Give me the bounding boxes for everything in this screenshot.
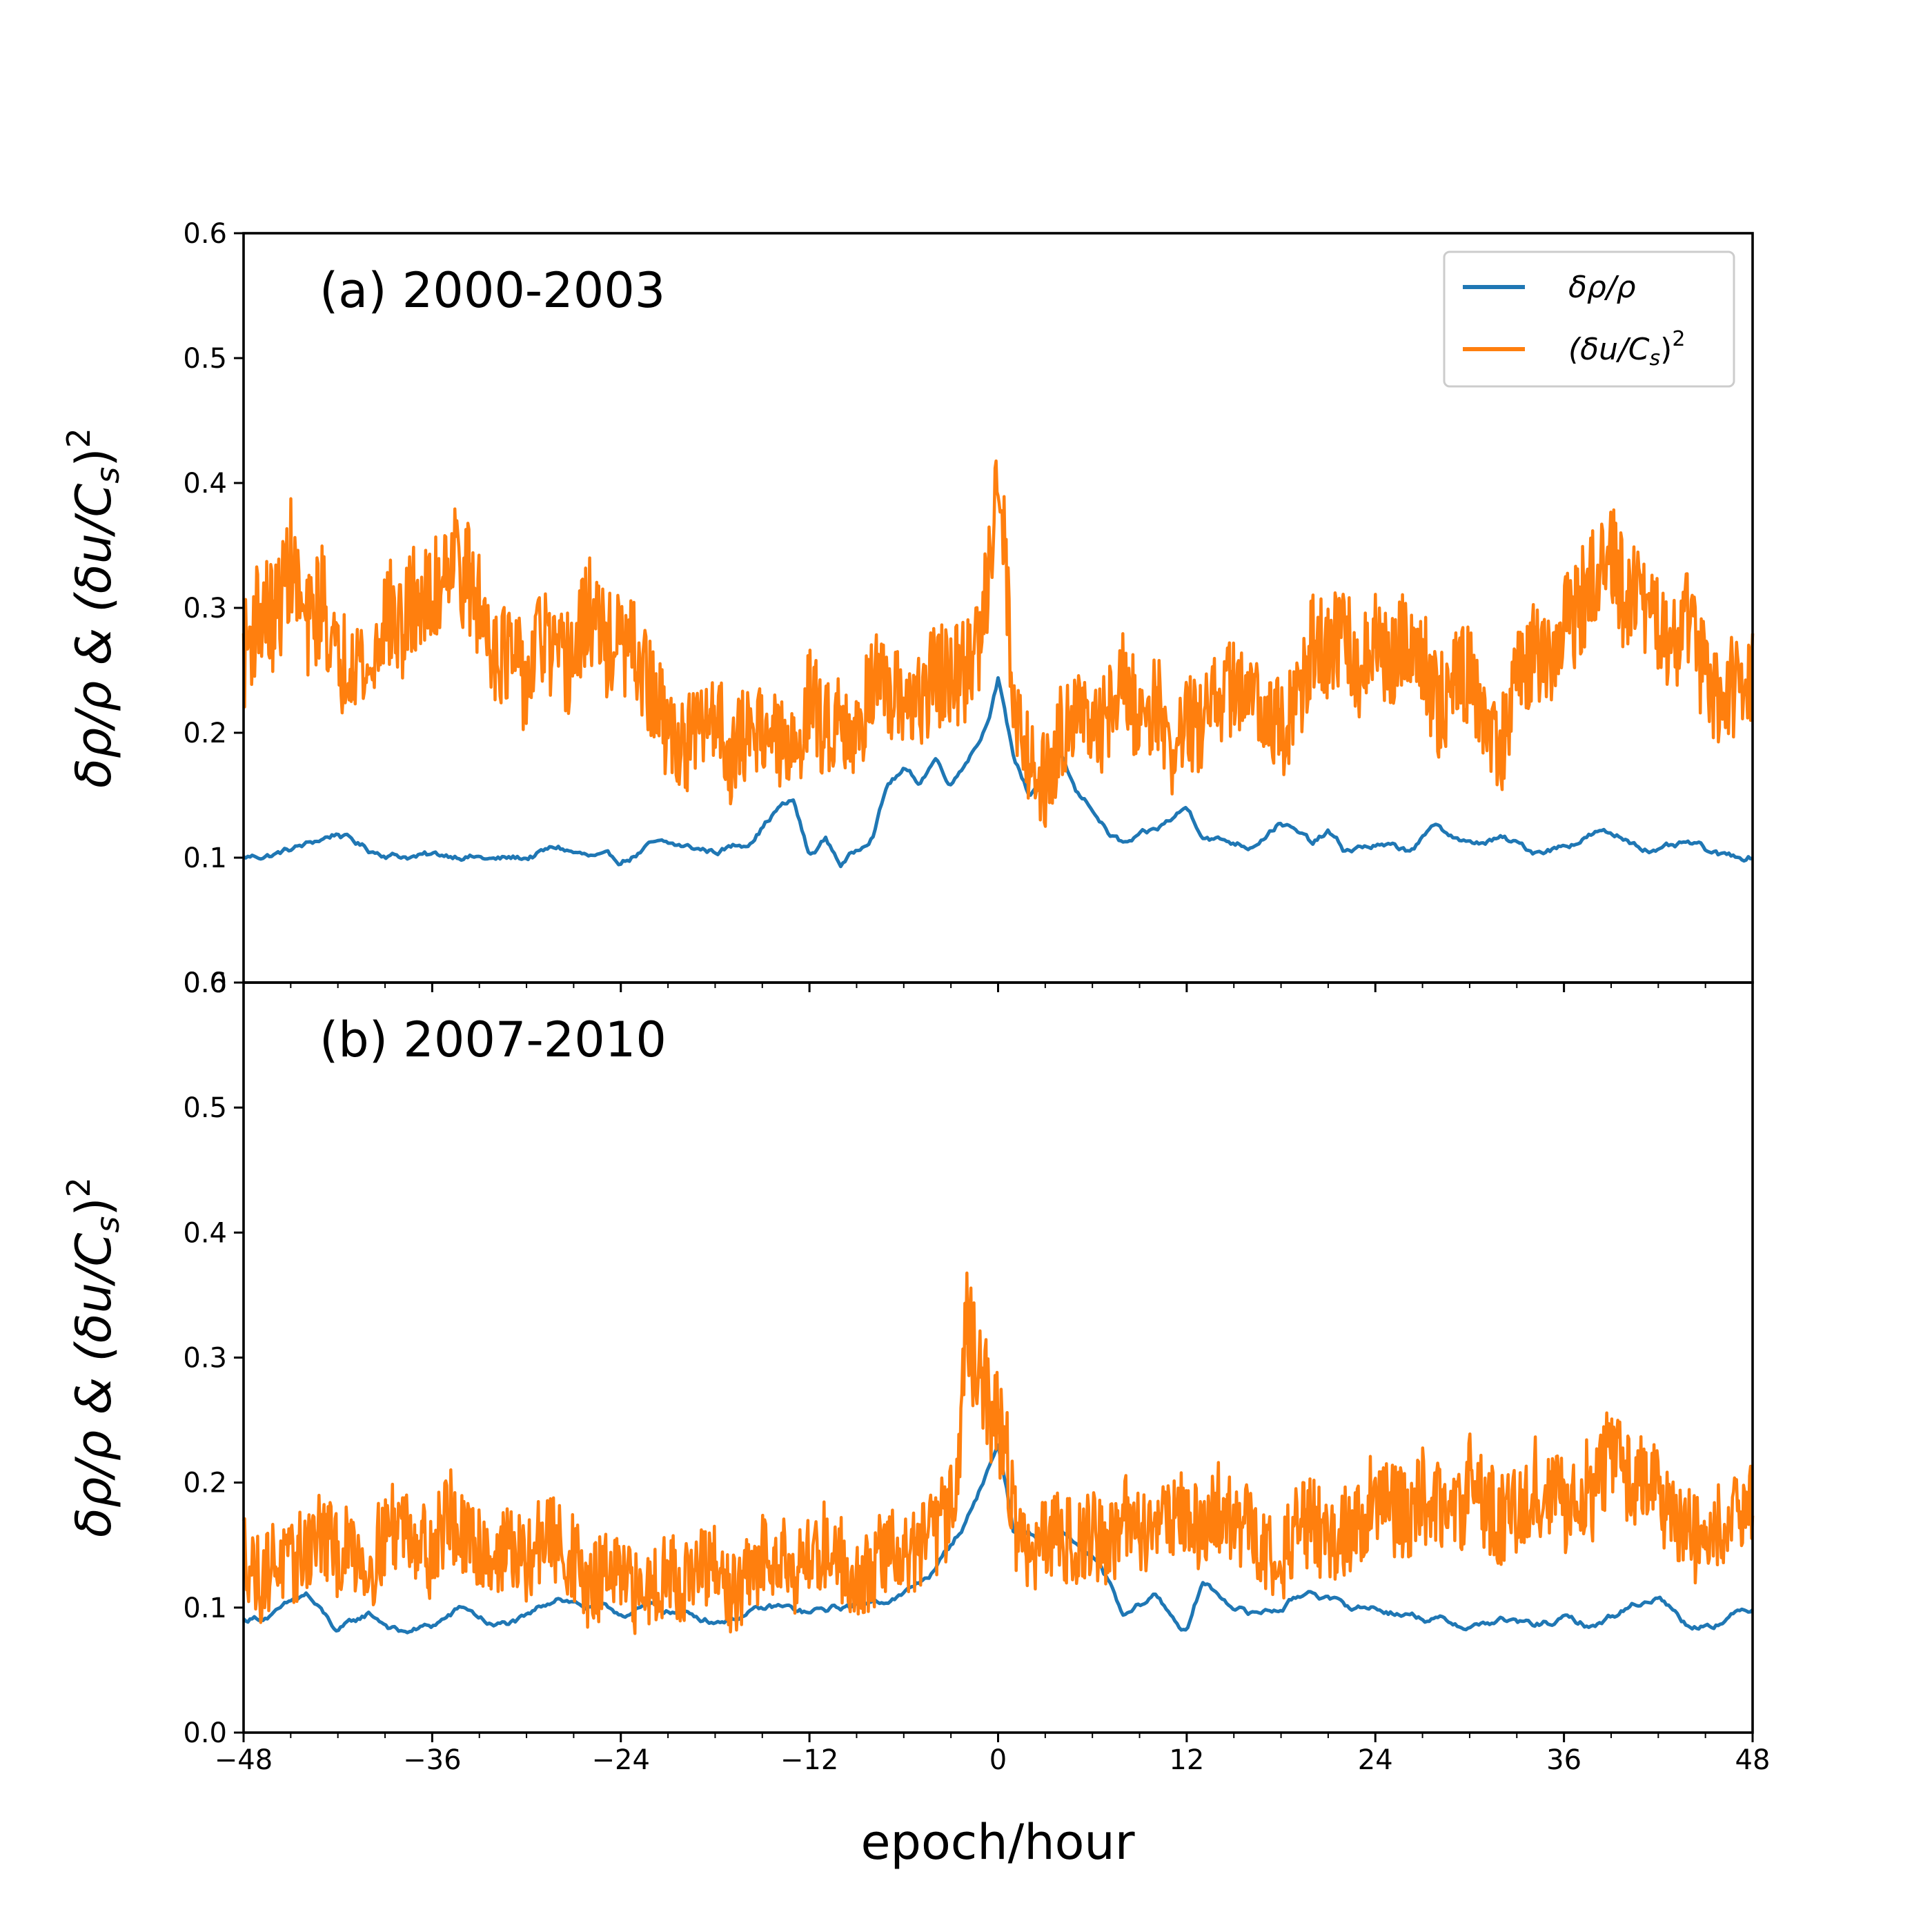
panel-a-y-axis-title-main: δρ/ρ & (δu/C [66,483,122,787]
legend-velocity-sup: 2 [1672,327,1685,351]
panel-b-y-tick-label: 0.1 [183,1593,227,1624]
panel-a-y-ticks: 0.0 0.1 0.2 0.3 0.4 0.5 0.6 [183,218,244,999]
panel-a-y-axis-title-close: ) [66,448,122,466]
panel-b-y-ticks: 0.0 0.1 0.2 0.3 0.4 0.5 0.6 [183,967,244,1749]
legend-velocity-label: (δu/Cs)2 [1568,327,1685,371]
panel-b-y-axis-title-main: δρ/ρ & (δu/C [66,1232,122,1537]
panel-b-y-axis-title-sub: s [89,1216,126,1233]
x-tick-label: 24 [1358,1744,1393,1776]
panel-a-y-axis-title-sub: s [89,467,126,484]
x-tick-labels: −48 −36 −24 −12 0 12 24 36 48 [215,1744,1771,1776]
x-tick-label: 48 [1735,1744,1771,1776]
panel-a-y-tick-label: 0.0 [183,967,227,999]
panel-b-title: (b) 2007-2010 [319,1012,667,1068]
panel-b-y-axis-title-sup: 2 [60,1177,97,1197]
legend-velocity-main: (δu/C [1568,332,1650,367]
panel-b: 0.0 0.1 0.2 0.3 0.4 0.5 0.6 (b) 2007-2010 δρ/ρ… [60,967,1755,1749]
panel-b-y-axis-title: δρ/ρ & (δu/Cs)2 [60,1177,126,1537]
panel-a-y-tick-label: 0.3 [183,593,227,624]
x-tick-label: 12 [1169,1744,1204,1776]
x-axis-title: epoch/hour [860,1814,1134,1871]
panel-b-y-axis-title-close: ) [66,1197,122,1216]
panel-a-series [241,459,1755,869]
panel-a-y-tick-label: 0.2 [183,718,227,749]
panel-a-y-axis-title-sup: 2 [60,428,97,448]
legend-velocity-close: ) [1660,332,1672,367]
panel-b-x-ticks [242,1733,1754,1742]
panel-b-series [241,1271,1755,1635]
panel-b-y-tick-label: 0.3 [183,1343,227,1374]
panel-a-velocity-line [241,459,1755,828]
x-tick-label: −12 [780,1744,838,1776]
panel-a-y-tick-label: 0.1 [183,842,227,874]
panel-b-y-tick-label: 0.4 [183,1217,227,1249]
legend-density-label: δρ/ρ [1568,270,1636,305]
panel-b-y-tick-label: 0.0 [183,1717,227,1749]
panel-b-y-tick-label: 0.2 [183,1468,227,1499]
panel-a-density-line [242,676,1753,869]
panel-b-y-tick-label: 0.6 [183,967,227,999]
legend: δρ/ρ (δu/Cs)2 [1443,250,1735,388]
panel-a-y-tick-label: 0.6 [183,218,227,250]
legend-velocity-sub: s [1650,346,1661,371]
panel-a-title: (a) 2000-2003 [319,262,665,319]
panel-a-y-axis-title: δρ/ρ & (δu/Cs)2 [60,428,126,788]
panel-b-velocity-line [241,1271,1755,1635]
x-tick-label: −36 [403,1744,461,1776]
panel-a: 0.0 0.1 0.2 0.3 0.4 0.5 0.6 (a) 2000-2003 δρ/ρ… [60,218,1755,999]
panel-a-y-tick-label: 0.4 [183,468,227,500]
x-tick-label: 36 [1546,1744,1581,1776]
panel-a-y-tick-label: 0.5 [183,343,227,375]
panel-b-y-tick-label: 0.5 [183,1092,227,1124]
x-tick-label: −48 [215,1744,273,1776]
panel-a-x-ticks [242,983,1754,992]
x-tick-label: −24 [592,1744,650,1776]
x-tick-label: 0 [989,1744,1007,1776]
